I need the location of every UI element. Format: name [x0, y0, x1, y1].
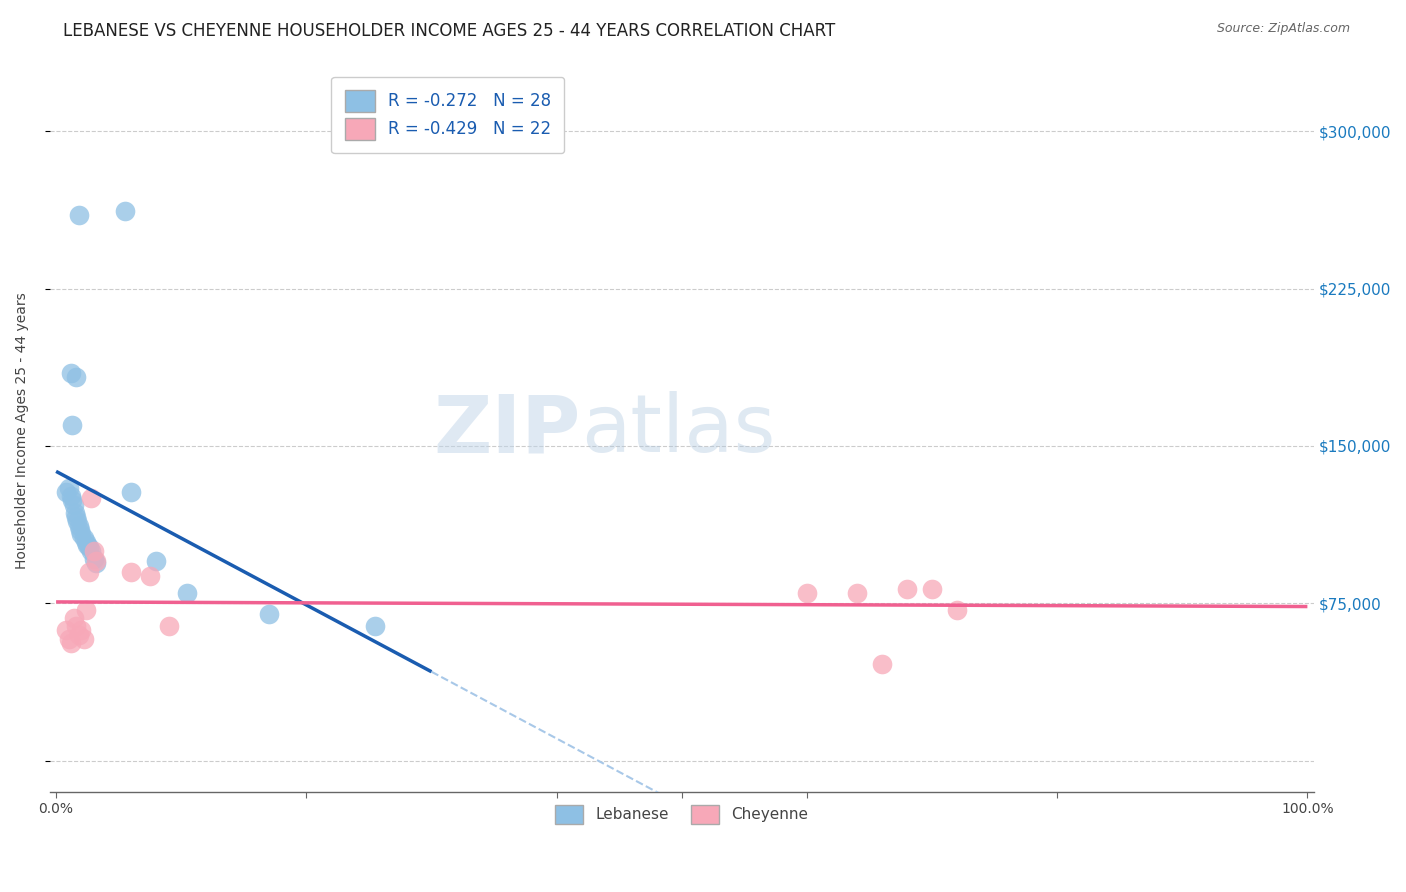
Y-axis label: Householder Income Ages 25 - 44 years: Householder Income Ages 25 - 44 years [15, 292, 30, 568]
Text: LEBANESE VS CHEYENNE HOUSEHOLDER INCOME AGES 25 - 44 YEARS CORRELATION CHART: LEBANESE VS CHEYENNE HOUSEHOLDER INCOME … [63, 22, 835, 40]
Point [62, 611, 84, 625]
Point [69, 523, 91, 537]
Point [60, 417, 83, 432]
Point [120, 565, 142, 579]
Legend: Lebanese, Cheyenne: Lebanese, Cheyenne [544, 794, 818, 835]
Point [67, 628, 90, 642]
Point [796, 586, 818, 600]
Point [80, 491, 103, 506]
Point [157, 619, 180, 633]
Point [72, 632, 94, 646]
Point [870, 657, 893, 671]
Point [62, 498, 84, 512]
Point [67, 518, 90, 533]
Point [70, 624, 93, 638]
Point [84, 554, 107, 568]
Point [63, 506, 86, 520]
Point [120, 485, 142, 500]
Point [66, 515, 89, 529]
Point [114, 204, 136, 219]
Point [145, 554, 167, 568]
Point [55, 624, 77, 638]
Point [60, 636, 83, 650]
Point [67, 208, 90, 222]
Point [176, 586, 198, 600]
Point [83, 544, 105, 558]
Point [896, 582, 918, 596]
Point [83, 552, 105, 566]
Point [60, 489, 83, 503]
Point [84, 557, 107, 571]
Point [72, 531, 94, 545]
Point [75, 535, 97, 549]
Point [70, 527, 93, 541]
Point [76, 537, 98, 551]
Point [845, 586, 868, 600]
Point [58, 481, 80, 495]
Point [65, 619, 87, 633]
Point [60, 366, 83, 380]
Point [139, 569, 162, 583]
Point [58, 632, 80, 646]
Point [80, 544, 103, 558]
Point [946, 602, 969, 616]
Point [65, 510, 87, 524]
Text: Source: ZipAtlas.com: Source: ZipAtlas.com [1216, 22, 1350, 36]
Point [75, 602, 97, 616]
Point [60, 493, 83, 508]
Text: atlas: atlas [581, 392, 775, 469]
Point [921, 582, 943, 596]
Point [257, 607, 280, 621]
Point [364, 619, 387, 633]
Point [77, 565, 100, 579]
Point [65, 369, 87, 384]
Point [77, 540, 100, 554]
Point [55, 485, 77, 500]
Text: ZIP: ZIP [433, 392, 581, 469]
